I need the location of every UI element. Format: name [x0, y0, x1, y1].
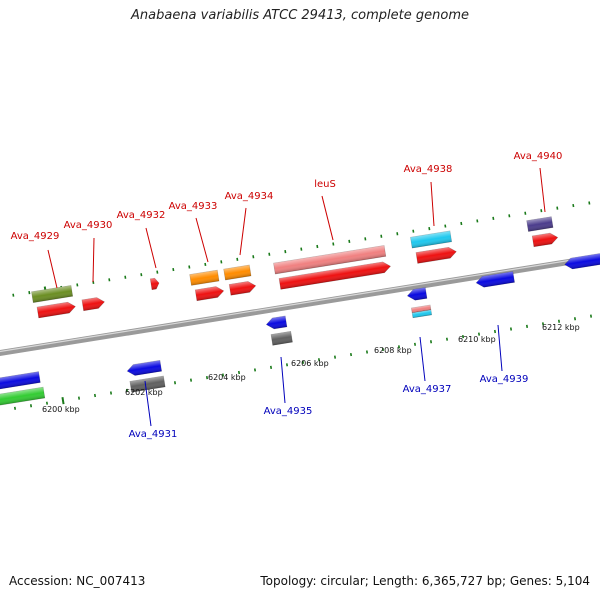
feature-ava-4931-shade [127, 360, 162, 376]
feature-ava-4933-upper-shade [189, 270, 220, 286]
feature-reverse-right [564, 249, 600, 270]
feature-ava-4931 [126, 359, 163, 376]
feature-ava-4940 [531, 232, 559, 248]
feature-ava-4937 [406, 287, 428, 301]
gene-label-forward: Ava_4932 [117, 210, 166, 221]
label-leader-line [92, 237, 95, 283]
gene-label-forward: Ava_4938 [404, 164, 453, 175]
label-leader-line [497, 324, 503, 372]
feature-ava-4939 [475, 271, 515, 288]
feature-leus-shade [279, 261, 391, 290]
label-leader-line [239, 207, 247, 256]
feature-ava-4929-shade [36, 302, 76, 318]
feature-ava-4929-upper-shade [31, 285, 73, 303]
feature-reverse-left-shade [0, 371, 41, 390]
feature-ava-4938-upper-shade [410, 230, 452, 249]
feature-ava-4935-lower [270, 330, 293, 346]
feature-reverse-right-shade [564, 249, 600, 269]
scale-label: 6208 kbp [374, 346, 412, 355]
feature-ava-4930 [81, 297, 105, 312]
feature-ava-4939-shade [476, 271, 515, 288]
label-leader-line [430, 181, 435, 227]
gene-label-reverse: Ava_4931 [129, 429, 178, 440]
feature-ava-4935-shade [266, 315, 287, 329]
gene-label-forward: Ava_4934 [225, 191, 274, 202]
feature-ava-4940-upper [526, 216, 554, 232]
feature-ava-4940-shade [532, 233, 558, 247]
scale-label: 6206 kbp [291, 359, 329, 368]
backbone-highlight [0, 254, 600, 353]
feature-ava-4934-upper-shade [223, 265, 252, 280]
label-leader-line [419, 336, 426, 382]
feature-ava-4935 [265, 315, 288, 330]
label-leader-line [539, 167, 546, 213]
feature-ava-4933-upper [189, 269, 220, 286]
scale-label: 6210 kbp [458, 335, 496, 344]
map-title: Anabaena variabilis ATCC 29413, complete… [131, 8, 469, 23]
feature-ava-4930-shade [81, 297, 105, 311]
label-leader-line [195, 217, 209, 263]
feature-ava-4935-lower-shade [270, 331, 293, 346]
feature-reverse-left-green [0, 386, 46, 406]
feature-ava-4934 [228, 281, 257, 296]
accession-text: Accession: NC_007413 [9, 574, 146, 588]
feature-leus-upper [273, 245, 387, 275]
label-leader-line [145, 227, 157, 269]
tick-mark-lower [61, 397, 65, 405]
feature-ava-4933 [194, 286, 225, 302]
feature-ava-4932-shade [150, 278, 159, 290]
feature-leus [278, 261, 391, 290]
feature-ava-4937-pink-shade [411, 304, 431, 313]
feature-ava-4929 [36, 301, 76, 319]
feature-ava-4937-cyan [411, 309, 433, 319]
feature-ava-4934-shade [229, 281, 256, 296]
feature-reverse-left-green-shade [0, 387, 45, 406]
label-leader-line [280, 356, 286, 404]
backbone-line [0, 253, 600, 357]
feature-ava-4937-cyan-shade [412, 309, 432, 318]
gene-label-reverse: Ava_4935 [264, 406, 313, 417]
feature-ava-4937-pink [411, 304, 432, 314]
scale-label: 6202 kbp [125, 388, 163, 397]
feature-ava-4938 [415, 246, 457, 264]
feature-ava-4938-shade [415, 247, 457, 264]
feature-leus-upper-shade [273, 245, 386, 275]
label-leader-line [321, 195, 334, 241]
label-leader-line [47, 249, 58, 289]
scale-label: 6204 kbp [208, 373, 246, 382]
feature-ava-4934-upper [223, 264, 252, 281]
genome-summary-text: Topology: circular; Length: 6,365,727 bp… [260, 574, 590, 588]
gene-label-forward: Ava_4933 [169, 201, 218, 212]
gene-label-forward: Ava_4929 [11, 231, 60, 242]
gene-label-reverse: Ava_4937 [403, 384, 452, 395]
label-leader-line [144, 380, 152, 427]
gene-label-reverse: Ava_4939 [480, 374, 529, 385]
scale-label: 6200 kbp [42, 405, 80, 414]
feature-ava-4931-lower [129, 375, 166, 393]
feature-reverse-left [0, 371, 41, 390]
gene-label-forward: Ava_4930 [64, 220, 113, 231]
feature-ava-4929-upper [31, 285, 74, 303]
feature-ava-4940-upper-shade [526, 216, 554, 232]
feature-ava-4931-lower-shade [129, 375, 166, 393]
feature-ava-4938-upper [410, 230, 453, 249]
scale-label: 6212 kbp [542, 323, 580, 332]
feature-ava-4933-shade [195, 286, 224, 301]
gene-label-forward: Ava_4940 [514, 151, 563, 162]
feature-ava-4932 [149, 277, 160, 291]
gene-label-forward: leuS [314, 179, 336, 190]
feature-ava-4937-shade [407, 287, 428, 301]
